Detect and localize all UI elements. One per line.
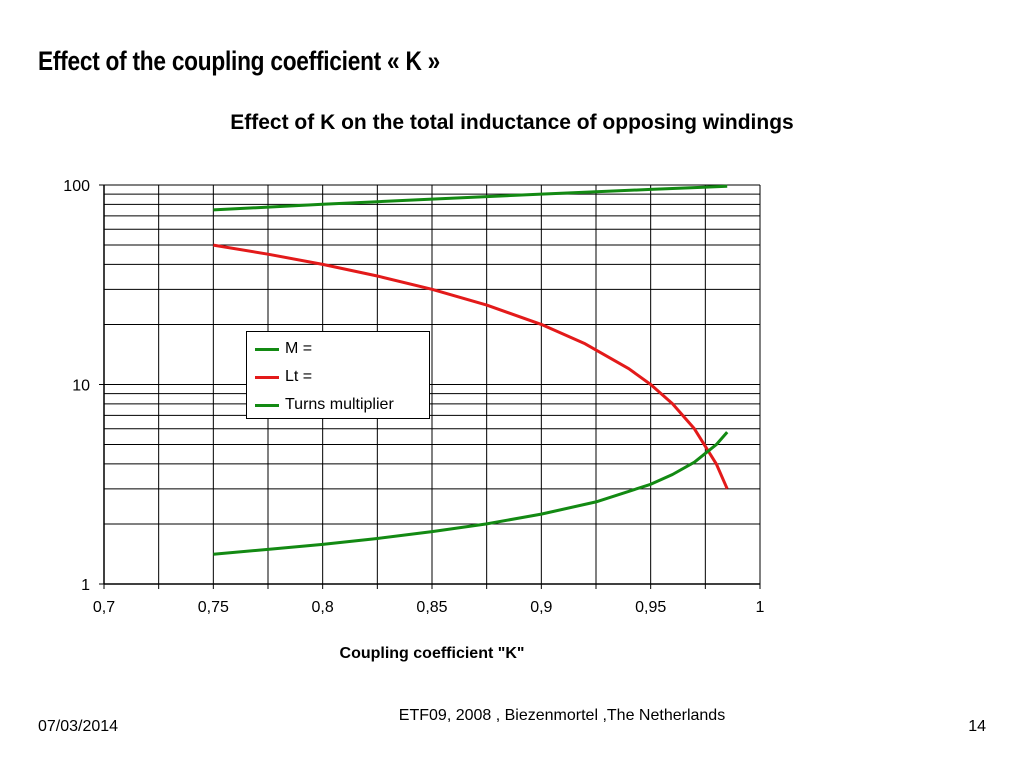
y-tick-label: 100	[63, 178, 90, 195]
series-line-1	[213, 243, 729, 490]
legend-swatch-lt	[255, 375, 279, 379]
tick-labels: 0,7 0,75 0,8 0,85 0,9 0,95 1 1 10 100	[63, 178, 764, 616]
grid	[103, 184, 761, 585]
x-tick-label: 0,75	[198, 599, 229, 616]
x-tick-label: 0,95	[635, 599, 666, 616]
legend-swatch-turns	[255, 403, 279, 407]
page-number: 14	[968, 718, 986, 735]
y-tick-label: 10	[72, 378, 90, 395]
series-lines	[213, 184, 729, 556]
x-tick-label: 0,9	[530, 599, 552, 616]
legend-swatch-m	[255, 347, 279, 351]
legend-item-m: M =	[255, 338, 312, 360]
legend-label-m: M =	[285, 340, 313, 357]
legend: M = Lt = Turns multiplier	[246, 331, 430, 419]
x-tick-label: 0,85	[416, 599, 447, 616]
chart-title: Effect of K on the total inductance of o…	[230, 111, 794, 134]
axes	[99, 184, 761, 589]
legend-item-turns: Turns multiplier	[255, 394, 394, 416]
x-tick-label: 0,8	[312, 599, 334, 616]
y-tick-label: 1	[81, 577, 90, 594]
slide-title: Effect of the coupling coefficient « K »	[38, 46, 440, 76]
legend-label-turns: Turns multiplier	[285, 396, 394, 413]
legend-item-lt: Lt =	[255, 366, 312, 388]
legend-label-lt: Lt =	[285, 368, 313, 385]
x-tick-label: 0,7	[93, 599, 115, 616]
footer-date: 07/03/2014	[38, 718, 119, 735]
series-line-0	[213, 184, 728, 212]
x-axis-label: Coupling coefficient "K"	[340, 645, 525, 662]
footer-center: ETF09, 2008 , Biezenmortel ,The Netherla…	[398, 707, 726, 724]
x-tick-label: 1	[756, 599, 765, 616]
series-line-2	[213, 431, 729, 556]
